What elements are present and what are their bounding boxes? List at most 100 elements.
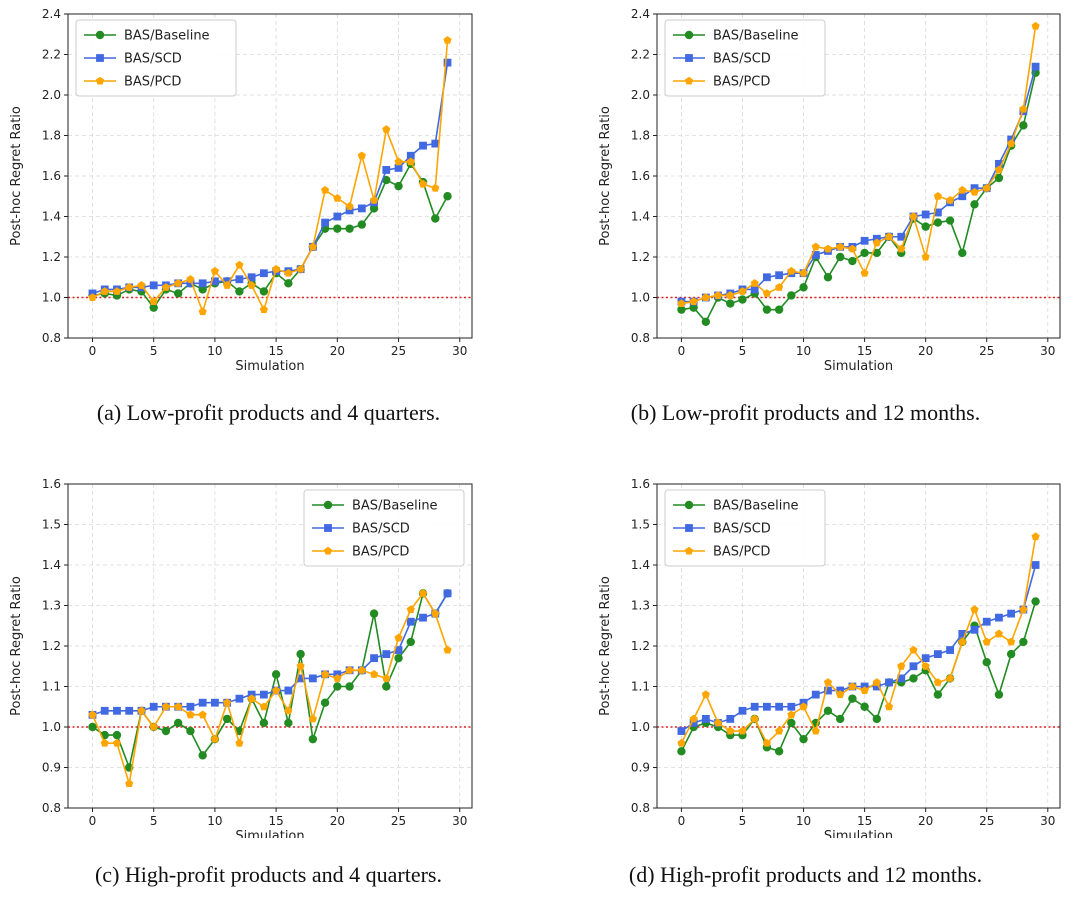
data-point-bas-baseline [921,222,930,231]
data-point-bas-pcd [1031,21,1040,30]
data-point-bas-pcd [382,125,391,133]
y-tick-label: 1.0 [42,291,61,305]
data-point-bas-baseline [198,751,207,760]
data-point-bas-pcd [247,281,256,289]
data-point-bas-pcd [321,670,330,678]
data-point-bas-baseline [149,303,158,312]
data-point-bas-pcd [994,629,1004,638]
data-point-bas-baseline [443,192,452,201]
data-point-bas-baseline [909,674,918,683]
data-point-bas-scd [259,690,268,699]
data-point-bas-scd [689,719,698,727]
data-point-bas-baseline [235,287,244,296]
data-point-bas-pcd [1019,104,1028,113]
gridlines [657,13,1060,339]
y-tick-label: 0.8 [42,331,61,345]
series-line-bas-baseline [681,72,1037,324]
series-bas-pcd [88,589,452,788]
data-point-bas-scd [1007,609,1016,618]
x-tick-label: 20 [918,814,933,828]
x-tick-label: 20 [918,344,933,358]
data-point-bas-pcd [921,661,930,670]
legend-box [664,19,826,97]
data-point-bas-scd [382,650,391,658]
legend-label: BAS/SCD [713,522,771,537]
series-bas-scd [677,62,1040,306]
data-point-bas-baseline [860,248,869,258]
y-tick-label: 0.9 [631,761,650,775]
y-tick-label: 1.5 [42,518,61,532]
legend-marker [684,546,694,555]
series-line-bas-scd [92,62,449,295]
data-point-bas-baseline [860,702,869,711]
data-point-bas-scd [186,279,195,288]
data-point-bas-pcd [88,293,97,301]
data-point-bas-pcd [738,287,747,295]
data-point-bas-scd [308,674,317,683]
data-point-bas-scd [921,210,930,219]
data-point-bas-scd [186,702,195,711]
data-point-bas-scd [750,285,759,294]
data-point-bas-scd [982,617,991,626]
y-tick-label: 2.2 [631,48,650,62]
data-point-bas-pcd [811,242,820,251]
data-point-bas-pcd [431,183,440,192]
data-point-bas-baseline [394,653,403,663]
x-tick-label: 15 [268,344,283,358]
data-point-bas-baseline [835,714,845,724]
x-tick-label: 30 [452,814,467,828]
data-point-bas-pcd [823,244,833,253]
data-point-bas-pcd [958,637,967,646]
x-tick-label: 20 [330,814,345,828]
y-axis-label: Post-hoc Regret Ratio [9,576,24,716]
data-point-bas-scd [419,141,427,150]
data-point-bas-pcd [726,291,735,299]
data-point-bas-scd [370,654,378,663]
data-point-bas-pcd [921,252,930,261]
data-point-bas-pcd [884,702,894,711]
data-point-bas-scd [763,273,771,282]
data-point-bas-scd [995,613,1003,622]
data-point-bas-pcd [982,637,991,646]
data-point-bas-pcd [713,291,723,299]
series-line-bas-baseline [92,591,449,771]
data-point-bas-scd [885,678,893,687]
data-point-bas-scd [701,715,710,723]
data-point-bas-pcd [272,264,281,273]
legend-marker [95,30,105,40]
legend-marker [685,524,693,532]
data-point-bas-baseline [1019,121,1028,130]
data-point-bas-pcd [333,193,342,202]
x-tick-label: 20 [330,344,345,358]
data-point-bas-scd [431,139,440,148]
x-tick-label: 30 [1040,344,1055,358]
data-point-bas-pcd [970,605,979,614]
legend-marker [96,54,104,62]
data-point-bas-pcd [284,268,293,277]
data-point-bas-pcd [872,238,881,247]
data-point-bas-baseline [945,216,955,225]
data-point-bas-pcd [848,682,857,690]
x-axis-label: Simulation [824,829,893,838]
data-point-bas-scd [247,273,256,282]
series-bas-baseline [88,589,452,772]
chart-panel-b: 0 5 10 15 20 25 30 0.8 1.0 1.2 1.4 1.6 1.8 2.0 2.2 2.4 S… [537,0,1074,448]
chart-a: 0 5 10 15 20 25 30 0.8 1.0 1.2 1.4 1.6 1.8 2.0 2.2 2.4 S… [9,7,473,374]
data-point-bas-baseline [284,279,293,288]
data-point-bas-scd [419,613,427,622]
x-tick-label: 5 [150,344,158,358]
data-point-bas-baseline [774,747,784,756]
y-tick-label: 0.8 [631,331,650,345]
data-point-bas-pcd [1007,139,1016,148]
x-tick-label: 30 [1040,814,1055,828]
legend: BAS/Baseline BAS/SCD BAS/PCD [664,489,826,567]
data-point-bas-baseline [382,175,391,185]
data-point-bas-baseline [259,718,269,728]
data-point-bas-scd [811,251,820,259]
series-line-bas-scd [681,66,1037,303]
data-point-bas-baseline [1019,637,1028,647]
data-point-bas-scd [958,192,967,201]
x-tick-label: 10 [796,344,811,358]
chart-panel-c: 0 5 10 15 20 25 30 0.8 0.9 1.0 1.1 1.2 1.3 1.4 1.5 1.6 S… [0,448,537,896]
y-tick-label: 1.6 [42,477,61,491]
